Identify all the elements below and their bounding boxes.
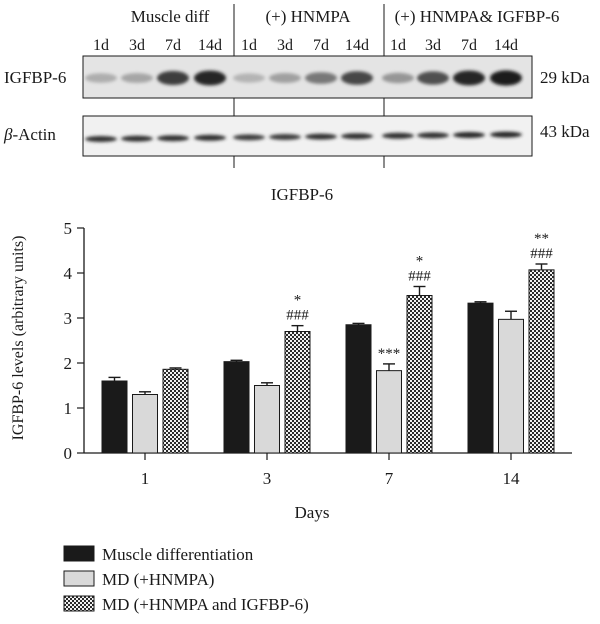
bar bbox=[284, 331, 311, 454]
bar bbox=[345, 324, 372, 454]
bar bbox=[467, 302, 494, 454]
legend-swatch bbox=[63, 545, 95, 562]
blot-band bbox=[269, 73, 301, 83]
blot-band bbox=[417, 71, 449, 85]
blot-band bbox=[194, 134, 226, 141]
blot-band bbox=[417, 132, 449, 139]
blot-band bbox=[233, 73, 265, 83]
blot-band bbox=[382, 132, 414, 139]
blot-lane-label: 14d bbox=[494, 37, 518, 54]
blot-lane-label: 14d bbox=[345, 37, 369, 54]
bar bbox=[375, 370, 403, 454]
bar bbox=[162, 368, 189, 454]
y-tick-label: 3 bbox=[64, 309, 73, 328]
bar bbox=[497, 318, 525, 454]
blot-band bbox=[121, 73, 153, 83]
y-tick-label: 2 bbox=[64, 354, 73, 373]
legend-swatch bbox=[63, 570, 95, 587]
blot-lane-label: 7d bbox=[461, 37, 477, 54]
blot-band bbox=[453, 70, 485, 86]
blot-lane-label: 7d bbox=[165, 37, 181, 54]
blot-band bbox=[157, 135, 189, 142]
blot-band bbox=[341, 133, 373, 140]
y-axis-title: IGFBP-6 levels (arbitrary units) bbox=[10, 236, 27, 441]
blot-band bbox=[490, 131, 522, 138]
blot-band bbox=[453, 132, 485, 138]
blot-group-label: Muscle diff bbox=[131, 7, 210, 26]
legend: Muscle differentiation MD (+HNMPA) MD (+HN… bbox=[63, 545, 309, 614]
x-axis: 1 3 7 14 bbox=[84, 452, 572, 488]
x-tick-label: 7 bbox=[385, 469, 394, 488]
blot-band bbox=[85, 73, 117, 83]
bar bbox=[223, 361, 250, 454]
significance-label: * bbox=[416, 254, 424, 270]
western-blot: Muscle diff (+) HNMPA (+) HNMPA& IGFBP-6… bbox=[3, 4, 590, 168]
y-tick-label: 1 bbox=[64, 399, 73, 418]
blot-band bbox=[85, 136, 117, 142]
x-tick-label: 3 bbox=[263, 469, 272, 488]
y-tick-label: 0 bbox=[64, 444, 73, 463]
blot-bands bbox=[85, 70, 522, 86]
blot-row-label-main: -Actin bbox=[12, 125, 56, 144]
significance-label: ### bbox=[286, 308, 309, 324]
blot-group-label: (+) HNMPA bbox=[266, 7, 352, 26]
legend-swatch bbox=[63, 595, 95, 612]
x-tick-label: 1 bbox=[141, 469, 150, 488]
significance-label: ** bbox=[534, 231, 549, 247]
significance-label: ### bbox=[408, 269, 431, 285]
blot-band bbox=[382, 72, 414, 84]
blot-band bbox=[121, 135, 153, 142]
x-tick-label: 14 bbox=[503, 469, 521, 488]
blot-row-label: β-Actin bbox=[3, 125, 56, 144]
y-tick-label: 4 bbox=[64, 264, 73, 283]
blot-group-labels: Muscle diff (+) HNMPA (+) HNMPA& IGFBP-6 bbox=[131, 7, 560, 26]
bars bbox=[101, 263, 555, 454]
blot-band bbox=[269, 134, 301, 140]
bar bbox=[131, 394, 159, 454]
blot-row-actin: β-Actin 43 kDa bbox=[3, 115, 590, 157]
blot-band bbox=[233, 134, 265, 141]
significance-label: * bbox=[294, 293, 302, 309]
legend-label: MD (+HNMPA and IGFBP-6) bbox=[102, 595, 309, 614]
blot-lane-label: 3d bbox=[129, 37, 145, 54]
blot-row-label: IGFBP-6 bbox=[4, 68, 66, 87]
bar bbox=[253, 385, 281, 454]
blot-lane-label: 1d bbox=[93, 37, 109, 54]
significance-annotations: *###****###**### bbox=[286, 231, 553, 362]
blot-band bbox=[341, 71, 373, 85]
y-tick-label: 5 bbox=[64, 219, 73, 238]
bar bbox=[406, 295, 433, 454]
blot-band bbox=[305, 133, 337, 140]
blot-lane-label: 3d bbox=[425, 37, 441, 54]
y-axis: 0 1 2 3 4 5 bbox=[64, 219, 85, 463]
blot-group-label: (+) HNMPA& IGFBP-6 bbox=[395, 7, 560, 26]
x-axis-title: Days bbox=[295, 503, 330, 522]
legend-label: MD (+HNMPA) bbox=[102, 570, 214, 589]
bar bbox=[101, 380, 128, 454]
blot-band bbox=[157, 71, 189, 85]
blot-band bbox=[194, 70, 226, 86]
significance-label: *** bbox=[378, 346, 401, 362]
blot-size-label: 29 kDa bbox=[540, 68, 590, 87]
blot-lane-label: 1d bbox=[241, 37, 257, 54]
blot-size-label: 43 kDa bbox=[540, 122, 590, 141]
legend-label: Muscle differentiation bbox=[102, 545, 254, 564]
blot-lane-label: 3d bbox=[277, 37, 293, 54]
blot-lane-label: 7d bbox=[313, 37, 329, 54]
significance-label: ### bbox=[530, 246, 553, 262]
blot-band bbox=[305, 72, 337, 84]
blot-lane-labels: 1d 3d 7d 14d 1d 3d 7d 14d 1d 3d 7d 14d bbox=[93, 37, 518, 54]
blot-bands bbox=[85, 131, 522, 142]
blot-band bbox=[490, 70, 522, 86]
chart-title: IGFBP-6 bbox=[271, 185, 333, 204]
blot-lane-label: 14d bbox=[198, 37, 222, 54]
bar bbox=[528, 269, 555, 454]
blot-lane-label: 1d bbox=[390, 37, 406, 54]
blot-row-label-prefix: β bbox=[3, 125, 13, 144]
blot-row-igfbp6: IGFBP-6 29 kDa bbox=[4, 55, 590, 99]
